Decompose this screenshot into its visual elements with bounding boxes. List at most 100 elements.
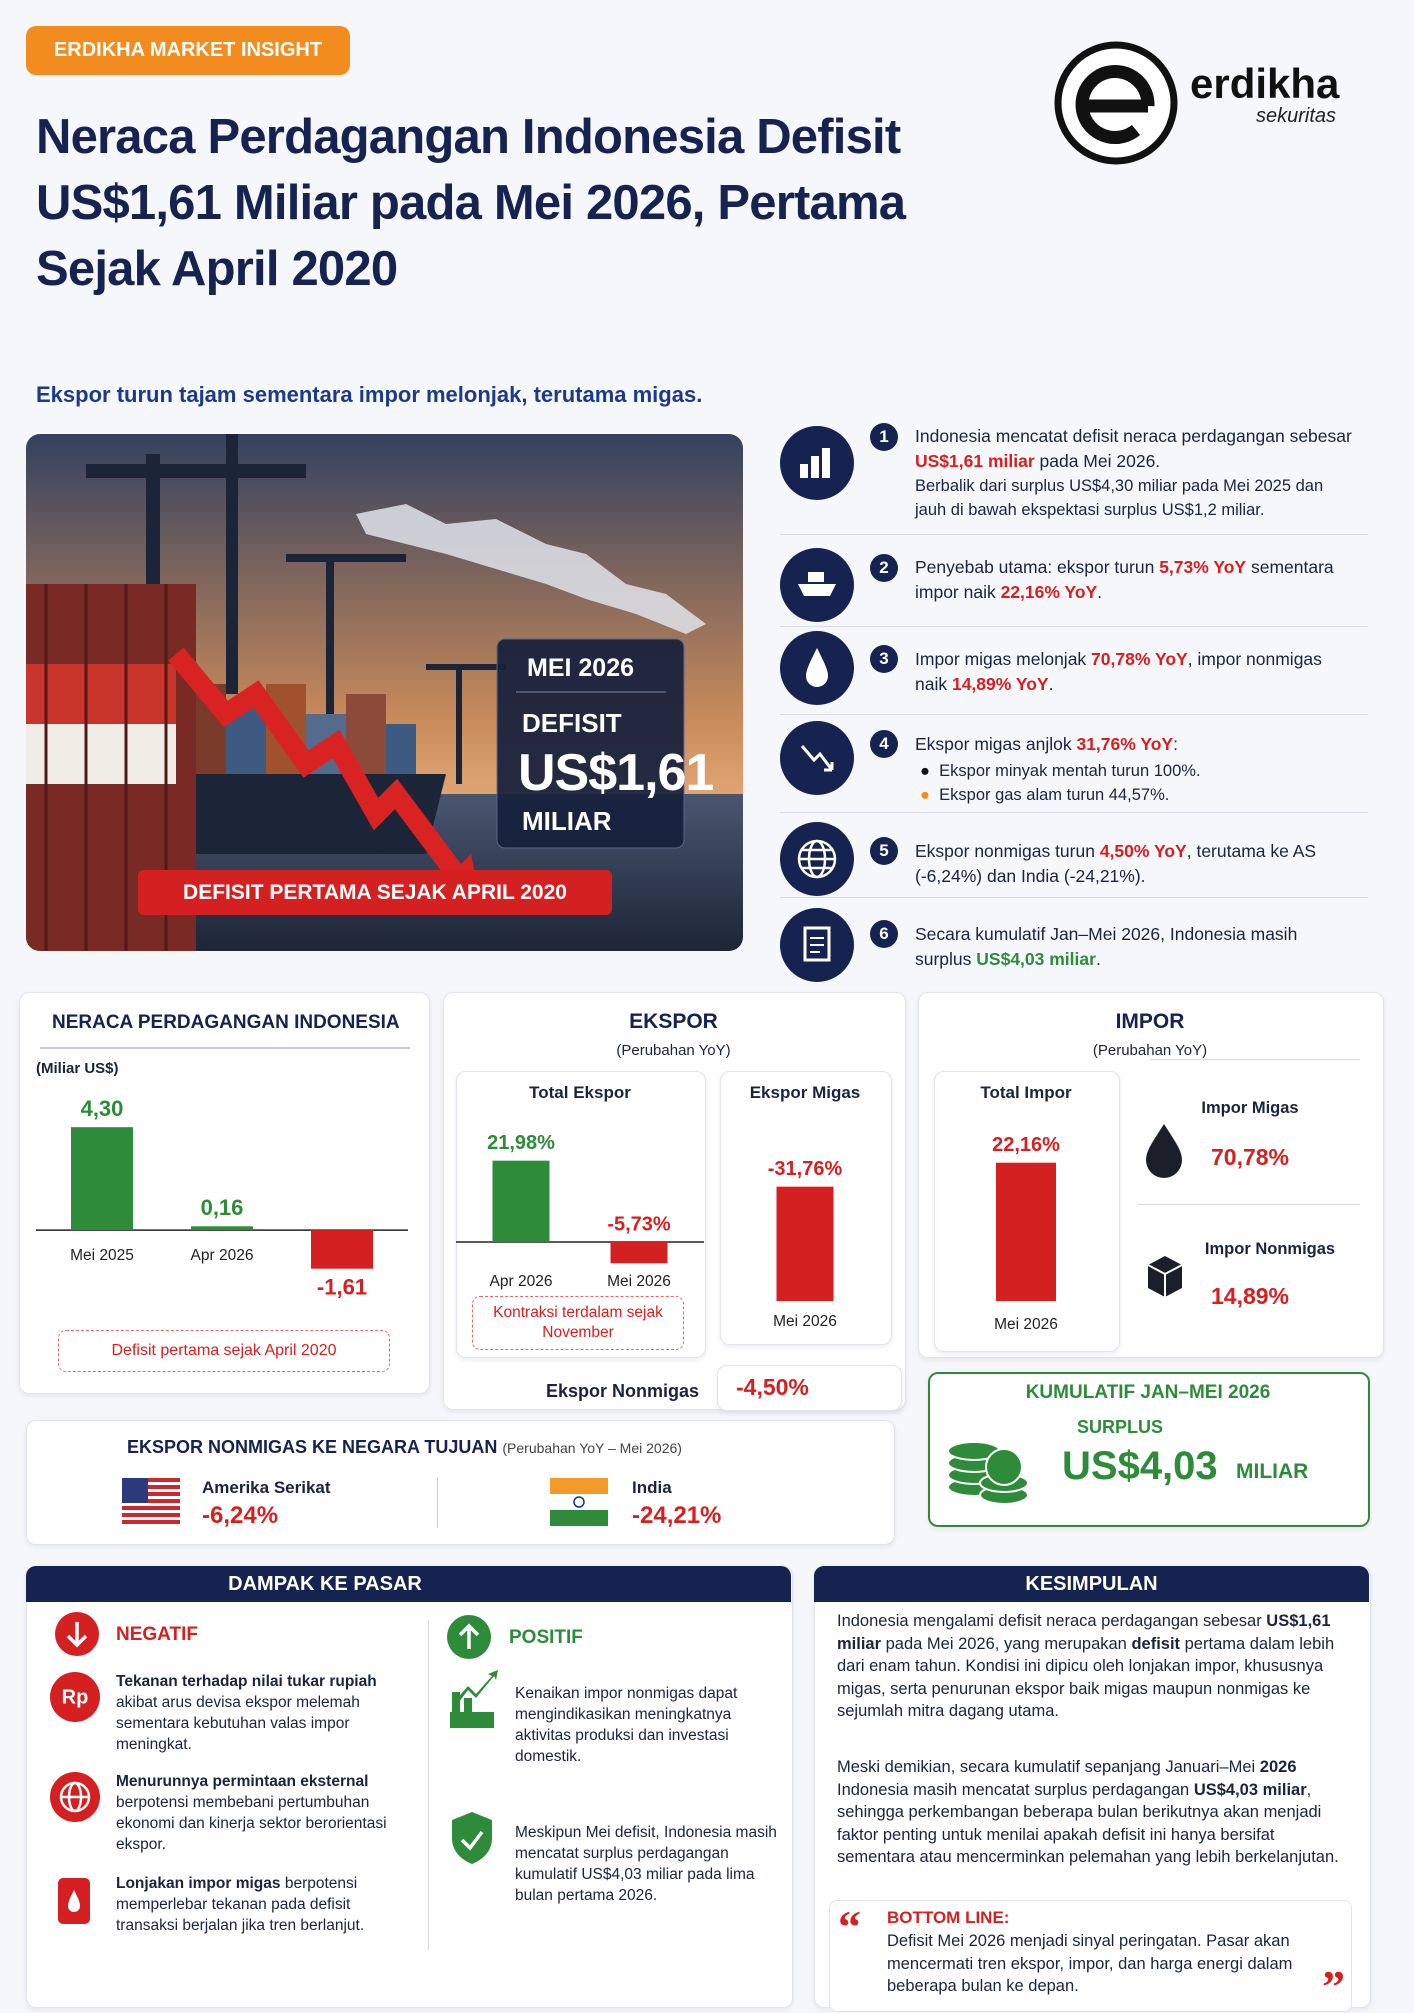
separator — [780, 626, 1368, 627]
conclusion-paragraph: Indonesia mengalami defisit neraca perda… — [837, 1610, 1349, 1723]
impact-item: Lonjakan impor migas berpotensi memperle… — [116, 1873, 411, 1936]
separator — [780, 534, 1368, 535]
point-text: Penyebab utama: ekspor turun 5,73% YoY s… — [915, 555, 1355, 605]
kumulatif-value: US$4,03 — [1062, 1444, 1218, 1488]
text-run: Indonesia mengalami defisit neraca perda… — [837, 1612, 1267, 1630]
text-run: , impor nonmigas naik — [915, 649, 1322, 694]
emphasis: 14,89% YoY — [951, 674, 1049, 694]
impact-item: Tekanan terhadap nilai tukar rupiah akib… — [116, 1671, 411, 1755]
emphasis: 4,50% YoY — [1099, 841, 1187, 861]
hero-image — [26, 434, 743, 951]
chart-title: NERACA PERDAGANGAN INDONESIA — [52, 1012, 400, 1033]
text-run: berpotensi membebani pertumbuhan ekonomi… — [116, 1794, 387, 1853]
text-run: . — [1095, 949, 1101, 969]
point-text: Impor migas melonjak 70,78% YoY, impor n… — [915, 647, 1355, 697]
point-text: Ekspor nonmigas turun 4,50% YoY, terutam… — [915, 839, 1355, 889]
bar — [776, 1186, 834, 1301]
country-value: -24,21% — [632, 1502, 722, 1529]
text-run: Ekspor migas anjlok — [915, 734, 1077, 754]
negative-label: NEGATIF — [116, 1624, 198, 1645]
title: Neraca Perdagangan Indonesia Defisit US$… — [36, 110, 906, 296]
impact-item: Kenaikan impor nonmigas dapat mengindika… — [515, 1683, 777, 1767]
separator — [780, 897, 1368, 898]
quote-close: ” — [1322, 1961, 1345, 2012]
point-number: 5 — [870, 837, 898, 865]
kumulatif-unit: MILIAR — [1236, 1460, 1309, 1483]
text-run: sementara impor naik — [915, 557, 1334, 602]
emphasis: US$4,03 miliar — [1193, 1780, 1307, 1799]
text-run: pada Mei 2026, yang merupakan — [881, 1634, 1132, 1653]
rule — [1138, 1204, 1360, 1205]
impact-item: Menurunnya permintaan eksternal berpoten… — [116, 1771, 411, 1855]
rule — [1150, 1059, 1360, 1060]
text-run: Indonesia masih mencatat surplus perdaga… — [837, 1780, 1194, 1799]
point-number: 3 — [870, 645, 898, 673]
hero-label: DEFISIT — [522, 708, 622, 738]
category-label: Mei 2026 — [607, 1273, 671, 1290]
text-run: , sehingga perkembangan beberapa bulan b… — [837, 1780, 1339, 1867]
point-number: 1 — [870, 423, 898, 451]
nonmigas-value: -4,50% — [736, 1374, 809, 1400]
logo-sub: sekuritas — [1256, 105, 1337, 127]
country: Amerika Serikat — [202, 1478, 331, 1497]
emphasis: US$1,61 miliar — [837, 1612, 1331, 1653]
emphasis: defisit — [1131, 1634, 1181, 1653]
conclusion-paragraph: Meski demikian, secara kumulatif sepanja… — [837, 1756, 1349, 1869]
rule — [40, 1047, 410, 1049]
value-label: 22,16% — [992, 1134, 1060, 1156]
bar — [191, 1226, 253, 1231]
kumulatif-title: KUMULATIF JAN–MEI 2026 — [1025, 1382, 1271, 1403]
us-flag — [122, 1478, 180, 1526]
hero-unit: MILIAR — [522, 806, 612, 836]
text-run: , terutama ke AS (-6,24%) dan India (-24… — [915, 841, 1317, 886]
bar — [311, 1230, 373, 1269]
subtitle: Ekspor turun tajam sementara impor melon… — [36, 382, 703, 407]
text-run: Meskipun Mei defisit, Indonesia masih me… — [515, 1824, 777, 1904]
bar — [996, 1162, 1056, 1301]
negative-icons: Rp — [50, 1612, 100, 1924]
quote-open: “ — [838, 1901, 861, 1952]
emphasis: Tekanan terhadap nilai tukar rupiah — [116, 1673, 377, 1690]
point-text: Secara kumulatif Jan–Mei 2026, Indonesia… — [915, 922, 1355, 972]
emphasis: 5,73% YoY — [1159, 557, 1247, 577]
point-number: 6 — [870, 920, 898, 948]
bullet-text: Ekspor minyak mentah turun 100%. — [939, 762, 1201, 780]
destinations-subtitle: (Perubahan YoY – Mei 2026) — [502, 1440, 682, 1456]
text-run: pertama dalam lebih dari enam tahun. Kon… — [837, 1634, 1335, 1721]
text-run: . — [1048, 674, 1054, 694]
india-flag — [550, 1478, 608, 1526]
title-text: EKSPOR NONMIGAS KE NEGARA TUJUAN — [127, 1437, 498, 1457]
point-number: 2 — [870, 554, 898, 582]
bottom-line-label: BOTTOM LINE: — [887, 1908, 1010, 1927]
emphasis: Lonjakan impor migas — [116, 1875, 281, 1892]
conclusion-title: KESIMPULAN — [1025, 1573, 1158, 1595]
point-text: Indonesia mencatat defisit neraca perdag… — [915, 424, 1355, 474]
panel-subtitle: (Perubahan YoY) — [1092, 1042, 1208, 1059]
text-run: Secara kumulatif Jan–Mei 2026, Indonesia… — [915, 924, 1298, 969]
point-icon-6 — [780, 908, 854, 982]
impor-item-name: Impor Migas — [1201, 1099, 1299, 1117]
separator — [780, 812, 1368, 813]
impor-item-value: 14,89% — [1210, 1283, 1289, 1309]
bottom-line-text: Defisit Mei 2026 menjadi sinyal peringat… — [887, 1932, 1293, 1996]
text-run: pada Mei 2026. — [1034, 451, 1161, 471]
chart-note: Kontraksi terdalam sejak November — [472, 1296, 684, 1350]
bullet: ● Ekspor gas alam turun 44,57%. — [920, 786, 1170, 804]
bar — [610, 1242, 668, 1264]
country: India — [632, 1478, 672, 1497]
impact-header — [26, 1566, 791, 1602]
y-label: (Miliar US$) — [36, 1060, 119, 1077]
bottom-line-box — [829, 1900, 1352, 2012]
country-value: -6,24% — [202, 1502, 279, 1529]
logo-mark — [1054, 41, 1178, 165]
hero-period: MEI 2026 — [527, 654, 635, 682]
destinations-title: EKSPOR NONMIGAS KE NEGARA TUJUAN (Peruba… — [127, 1437, 682, 1458]
value-label: 21,98% — [487, 1132, 555, 1154]
value-label: -1,61 — [317, 1275, 367, 1300]
text-run: Impor migas melonjak — [915, 649, 1092, 669]
conclusion-header — [814, 1566, 1369, 1602]
positive-label: POSITIF — [509, 1627, 583, 1648]
text-run: . — [1097, 582, 1103, 602]
